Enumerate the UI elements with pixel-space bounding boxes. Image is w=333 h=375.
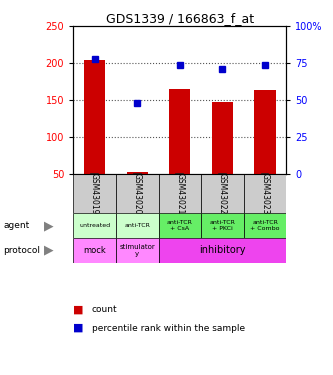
Bar [212, 102, 233, 174]
Text: ▶: ▶ [44, 244, 53, 257]
Title: GDS1339 / 166863_f_at: GDS1339 / 166863_f_at [106, 12, 254, 25]
Bar [159, 174, 201, 213]
Text: protocol: protocol [3, 246, 40, 255]
Text: GSM43022: GSM43022 [218, 173, 227, 214]
Bar [127, 172, 148, 174]
Text: ■: ■ [73, 323, 84, 333]
Bar [73, 238, 116, 262]
Bar [159, 238, 286, 262]
Bar [254, 90, 276, 174]
Text: agent: agent [3, 221, 30, 230]
Text: GSM43023: GSM43023 [260, 173, 270, 214]
Text: mock: mock [83, 246, 106, 255]
Text: ▶: ▶ [44, 219, 53, 232]
Bar [73, 174, 116, 213]
Bar [116, 174, 159, 213]
Text: anti-TCR: anti-TCR [124, 223, 150, 228]
Bar [159, 213, 201, 238]
Bar [244, 213, 286, 238]
Text: inhibitory: inhibitory [199, 245, 246, 255]
Text: GSM43021: GSM43021 [175, 173, 184, 214]
Text: anti-TCR
+ Combo: anti-TCR + Combo [250, 220, 280, 231]
Text: GSM43020: GSM43020 [133, 173, 142, 214]
Bar [201, 174, 244, 213]
Bar [84, 60, 105, 174]
Bar [116, 213, 159, 238]
Text: stimulator
y: stimulator y [119, 244, 155, 257]
Bar [169, 89, 190, 174]
Text: GSM43019: GSM43019 [90, 173, 99, 214]
Bar [244, 174, 286, 213]
Text: anti-TCR
+ CsA: anti-TCR + CsA [167, 220, 193, 231]
Text: ■: ■ [73, 304, 84, 314]
Bar [73, 213, 116, 238]
Text: untreated: untreated [79, 223, 110, 228]
Text: count: count [92, 305, 117, 314]
Bar [201, 213, 244, 238]
Text: percentile rank within the sample: percentile rank within the sample [92, 324, 245, 333]
Bar [116, 238, 159, 262]
Text: anti-TCR
+ PKCi: anti-TCR + PKCi [209, 220, 235, 231]
